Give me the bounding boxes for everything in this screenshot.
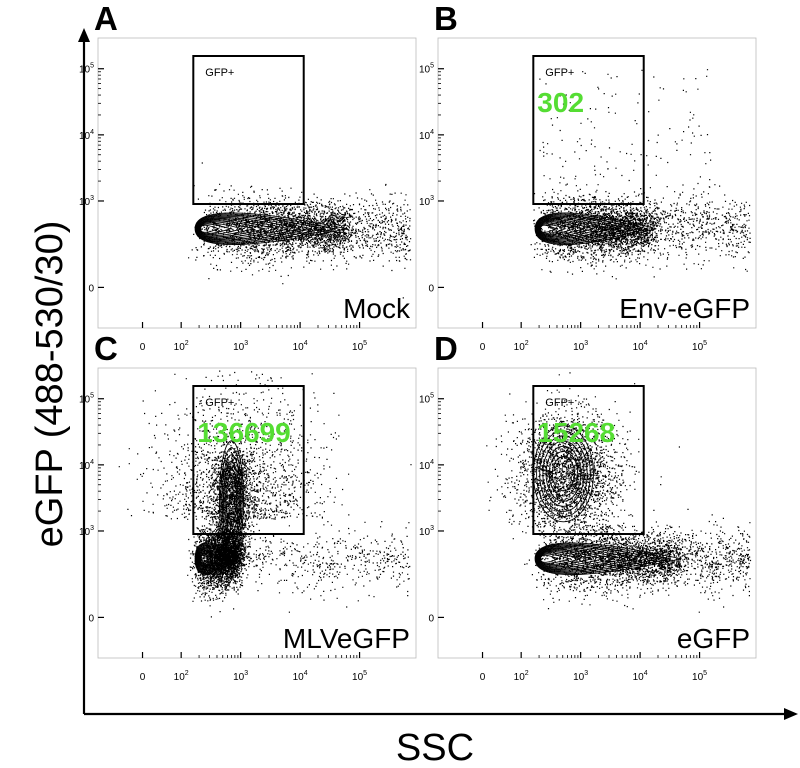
y-tick-label: 103 — [79, 525, 94, 538]
event-dots — [118, 370, 412, 618]
sample-label: Env-eGFP — [619, 293, 750, 324]
y-axis-ticks: 0 103 104 105 — [419, 393, 444, 624]
x-tick-label: 0 — [480, 342, 486, 353]
sample-label: MLVeGFP — [283, 623, 410, 654]
panel-b: B GFP+ 302 Env-eGFP 0 102 103 104 105 0 103 104 105 — [419, 0, 757, 353]
y-tick-label: 103 — [419, 525, 434, 538]
y-axis-title: eGFP (488-530/30) — [29, 221, 71, 548]
y-tick-label: 0 — [428, 613, 434, 624]
x-tick-label: 0 — [140, 672, 146, 683]
y-tick-label: 104 — [79, 129, 94, 142]
panel-frame — [437, 37, 757, 329]
gfp-gate — [532, 55, 645, 206]
gate-count: 136699 — [197, 417, 290, 448]
x-tick-label: 103 — [233, 670, 248, 683]
x-tick-label: 102 — [514, 340, 529, 353]
sample-label: Mock — [343, 293, 411, 324]
gate-label: GFP+ — [545, 397, 574, 409]
y-tick-label: 104 — [419, 459, 434, 472]
x-axis-ticks: 0 102 103 104 105 — [480, 322, 707, 353]
x-tick-label: 104 — [633, 340, 648, 353]
y-axis-arrowhead — [78, 28, 90, 42]
x-tick-label: 104 — [293, 670, 308, 683]
panel-letter: A — [94, 0, 118, 37]
panels-layer: A GFP+ Mock 0 102 103 104 105 0 103 104 105 B GFP+ 302… — [79, 0, 757, 683]
global-axes — [78, 28, 798, 720]
y-tick-label: 103 — [79, 195, 94, 208]
gfp-gate — [532, 385, 645, 536]
x-axis-ticks: 0 102 103 104 105 — [140, 322, 367, 353]
y-tick-label: 0 — [88, 613, 94, 624]
x-tick-label: 102 — [514, 670, 529, 683]
event-dots — [486, 372, 752, 613]
gate-label: GFP+ — [205, 67, 234, 79]
y-tick-label: 105 — [419, 63, 434, 76]
panel-a: A GFP+ Mock 0 102 103 104 105 0 103 104 105 — [79, 0, 417, 353]
gate-label: GFP+ — [545, 67, 574, 79]
y-tick-label: 0 — [88, 283, 94, 294]
x-tick-label: 102 — [174, 340, 189, 353]
x-tick-label: 105 — [352, 340, 367, 353]
x-tick-label: 104 — [293, 340, 308, 353]
x-tick-label: 102 — [174, 670, 189, 683]
density-contours — [532, 425, 682, 576]
event-dots — [530, 69, 751, 280]
x-axis-arrowhead — [784, 708, 798, 720]
sample-label: eGFP — [677, 623, 750, 654]
y-tick-label: 105 — [79, 63, 94, 76]
x-tick-label: 103 — [573, 340, 588, 353]
panel-d: D GFP+ 15268 eGFP 0 102 103 104 105 0 103 104 105 — [419, 330, 757, 683]
x-tick-label: 104 — [633, 670, 648, 683]
x-tick-label: 0 — [140, 342, 146, 353]
gate-label: GFP+ — [205, 397, 234, 409]
x-tick-label: 0 — [480, 672, 486, 683]
x-tick-label: 103 — [233, 340, 248, 353]
y-tick-label: 105 — [419, 393, 434, 406]
panel-frame — [437, 367, 757, 659]
event-dots — [188, 162, 412, 299]
y-tick-label: 105 — [79, 393, 94, 406]
y-axis-ticks: 0 103 104 105 — [79, 393, 104, 624]
density-contours — [534, 212, 657, 246]
x-tick-label: 105 — [352, 670, 367, 683]
x-axis-ticks: 0 102 103 104 105 — [480, 652, 707, 683]
y-tick-label: 104 — [79, 459, 94, 472]
y-axis-ticks: 0 103 104 105 — [419, 63, 444, 294]
panel-c: C GFP+ 136699 MLVeGFP 0 102 103 104 105 0 103 104 10… — [79, 330, 417, 683]
y-tick-label: 103 — [419, 195, 434, 208]
y-tick-label: 0 — [428, 283, 434, 294]
y-tick-label: 104 — [419, 129, 434, 142]
gfp-gate — [192, 55, 305, 206]
y-axis-ticks: 0 103 104 105 — [79, 63, 104, 294]
panel-letter: B — [434, 0, 458, 37]
panel-frame — [97, 367, 417, 659]
x-axis-title: SSC — [396, 727, 474, 768]
density-contours — [194, 440, 244, 576]
gfp-gate — [192, 385, 305, 536]
density-contours — [194, 212, 347, 246]
gate-count: 15268 — [537, 417, 615, 448]
gate-count: 302 — [537, 87, 584, 118]
x-tick-label: 103 — [573, 670, 588, 683]
x-tick-label: 105 — [692, 340, 707, 353]
panel-letter: D — [434, 330, 458, 367]
x-tick-label: 105 — [692, 670, 707, 683]
x-axis-ticks: 0 102 103 104 105 — [140, 652, 367, 683]
panel-frame — [97, 37, 417, 329]
panel-letter: C — [94, 330, 118, 367]
